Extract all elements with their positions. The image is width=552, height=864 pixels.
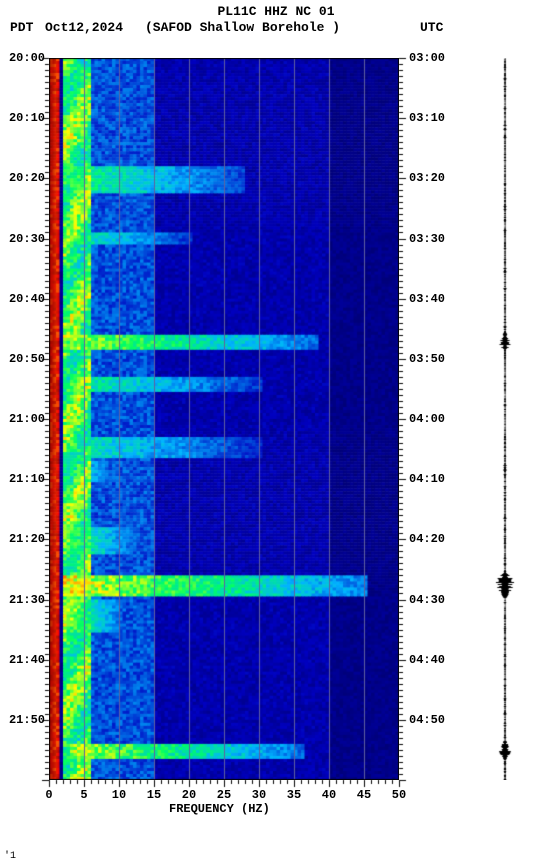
left-time-label: 21:10 <box>1 472 45 486</box>
left-time-label: 21:50 <box>1 713 45 727</box>
waveform-plot <box>490 58 520 780</box>
left-time-label: 20:00 <box>1 51 45 65</box>
x-tick-label: 0 <box>37 788 61 802</box>
x-tick-label: 50 <box>387 788 411 802</box>
right-time-label: 04:10 <box>409 472 453 486</box>
x-tick-label: 15 <box>142 788 166 802</box>
right-time-label: 03:40 <box>409 292 453 306</box>
left-time-label: 21:00 <box>1 412 45 426</box>
right-time-label: 03:20 <box>409 171 453 185</box>
right-time-label: 03:10 <box>409 111 453 125</box>
left-time-label: 20:20 <box>1 171 45 185</box>
spectrogram-plot <box>49 58 399 780</box>
footer-mark: '1 <box>4 851 16 862</box>
x-tick-label: 45 <box>352 788 376 802</box>
station-code-title: PL11C HHZ NC 01 <box>0 4 552 19</box>
timezone-left-label: PDT <box>10 20 33 35</box>
right-time-label: 03:50 <box>409 352 453 366</box>
right-time-label: 04:00 <box>409 412 453 426</box>
x-tick-label: 35 <box>282 788 306 802</box>
x-tick-label: 30 <box>247 788 271 802</box>
left-time-label: 20:10 <box>1 111 45 125</box>
timezone-right-label: UTC <box>420 20 443 35</box>
right-time-label: 04:40 <box>409 653 453 667</box>
left-time-label: 21:30 <box>1 593 45 607</box>
left-time-label: 20:30 <box>1 232 45 246</box>
right-time-label: 04:30 <box>409 593 453 607</box>
x-tick-label: 10 <box>107 788 131 802</box>
x-tick-label: 20 <box>177 788 201 802</box>
x-tick-label: 5 <box>72 788 96 802</box>
right-time-label: 03:30 <box>409 232 453 246</box>
left-time-label: 20:40 <box>1 292 45 306</box>
left-time-label: 21:20 <box>1 532 45 546</box>
left-time-label: 21:40 <box>1 653 45 667</box>
right-time-label: 04:20 <box>409 532 453 546</box>
x-axis-label: FREQUENCY (HZ) <box>169 802 270 816</box>
date-label: Oct12,2024 <box>45 20 123 35</box>
x-tick-label: 25 <box>212 788 236 802</box>
x-tick-label: 40 <box>317 788 341 802</box>
right-time-label: 03:00 <box>409 51 453 65</box>
station-name-label: (SAFOD Shallow Borehole ) <box>145 20 340 35</box>
right-time-label: 04:50 <box>409 713 453 727</box>
left-time-label: 20:50 <box>1 352 45 366</box>
